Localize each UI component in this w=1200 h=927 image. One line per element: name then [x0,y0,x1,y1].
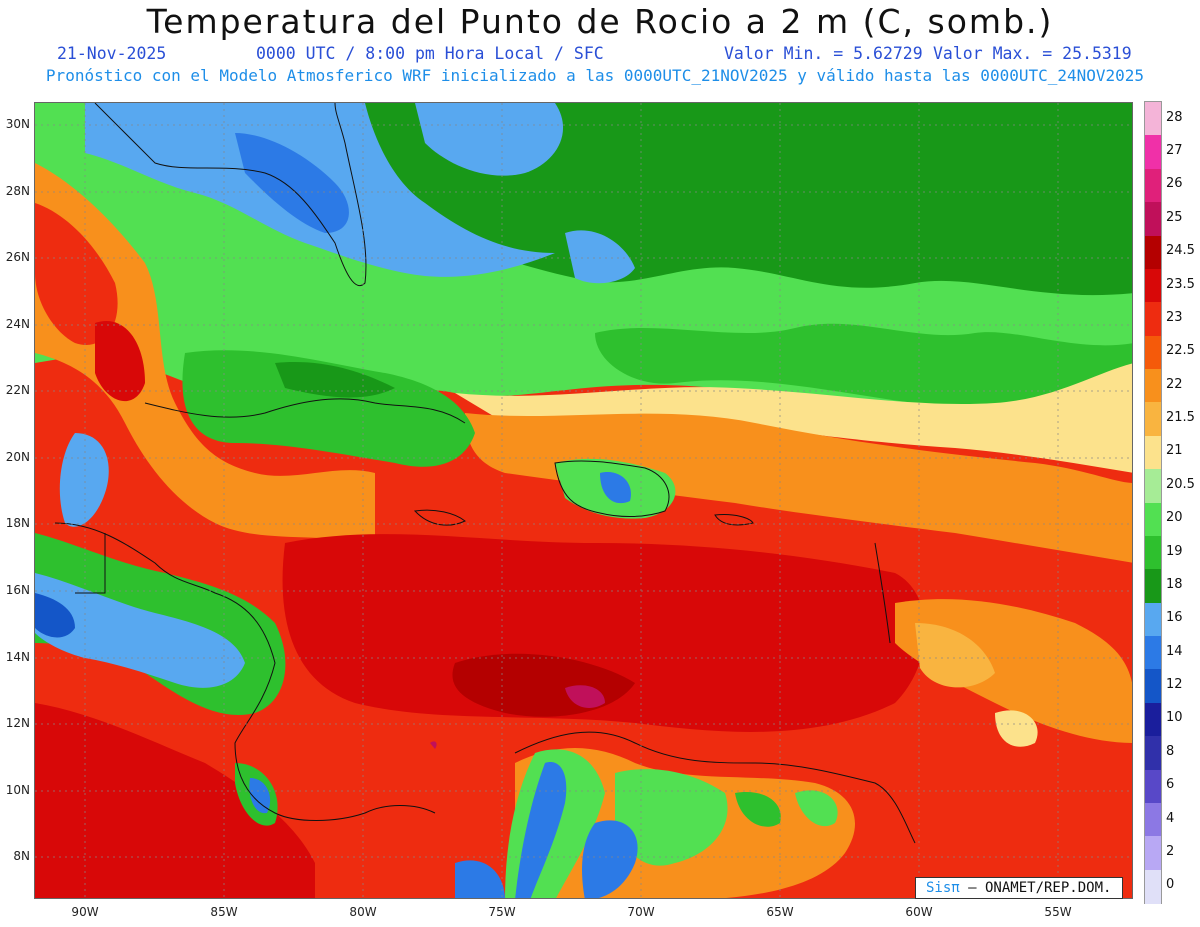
color-scale-swatch [1145,369,1161,403]
color-scale-label: 26 [1166,176,1183,192]
color-scale-label: 0 [1166,877,1175,893]
forecast-time: 0000 UTC / 8:00 pm Hora Local / SFC [256,44,604,63]
lat-label-24n: 24N [5,317,30,331]
lat-label-16n: 16N [5,583,30,597]
color-scale-swatch [1145,802,1161,837]
color-scale-label: 12 [1166,677,1183,693]
lat-label-26n: 26N [5,250,30,264]
color-scale-bar [1144,101,1162,904]
dewpoint-map [34,102,1133,899]
color-scale-swatch [1145,302,1161,337]
lon-label-75w: 75W [488,905,516,919]
color-scale-swatch [1145,168,1161,203]
credit-org: – ONAMET/REP.DOM. [959,880,1112,896]
lat-label-10n: 10N [5,783,30,797]
color-scale-swatch [1145,235,1161,270]
credit-box: Sisπ – ONAMET/REP.DOM. [915,877,1123,899]
color-scale-label: 4 [1166,810,1175,826]
lat-label-8n: 8N [13,849,30,863]
color-scale-label: 23.5 [1166,276,1195,292]
color-scale-label: 21 [1166,443,1183,459]
lon-label-65w: 65W [766,905,794,919]
color-scale-label: 8 [1166,743,1175,759]
color-scale-swatch [1145,535,1161,570]
color-scale-swatch [1145,636,1161,670]
color-scale-label: 14 [1166,643,1183,659]
sispi-logo: Sisπ [926,880,960,896]
lat-label-20n: 20N [5,450,30,464]
color-scale-swatch [1145,669,1161,704]
color-scale-label: 20 [1166,510,1183,526]
color-scale-label: 21.5 [1166,410,1195,426]
color-scale-label: 10 [1166,710,1183,726]
color-scale-swatch [1145,402,1161,437]
color-scale-swatch [1145,469,1161,503]
color-scale-label: 24.5 [1166,243,1195,259]
color-scale-swatch [1145,335,1161,370]
lat-label-30n: 30N [5,117,30,131]
color-scale-label: 27 [1166,143,1183,159]
color-scale-swatch [1145,502,1161,537]
min-value: Valor Min. = 5.62729 [724,44,923,63]
color-scale-label: 16 [1166,610,1183,626]
color-scale-label: 28 [1166,109,1183,125]
lon-label-60w: 60W [905,905,933,919]
color-scale-swatch [1145,602,1161,637]
max-value: Valor Max. = 25.5319 [933,44,1132,63]
color-scale-label: 19 [1166,543,1183,559]
lon-label-55w: 55W [1044,905,1072,919]
color-scale-swatch [1145,736,1161,770]
color-scale-label: 22.5 [1166,343,1195,359]
color-scale-label: 22 [1166,376,1183,392]
forecast-date: 21-Nov-2025 [57,44,167,63]
color-scale-label: 25 [1166,209,1183,225]
color-scale-swatch [1145,435,1161,470]
lat-label-22n: 22N [5,383,30,397]
color-scale-label: 23 [1166,309,1183,325]
color-scale-label: 2 [1166,843,1175,859]
color-scale-swatch [1145,836,1161,871]
map-title: Temperatura del Punto de Rocio a 2 m (C,… [146,2,1054,41]
lat-label-28n: 28N [5,184,30,198]
lon-label-85w: 85W [210,905,238,919]
color-scale-swatch [1145,135,1161,170]
color-scale-swatch [1145,869,1161,904]
color-scale-swatch [1145,268,1161,303]
color-scale-label: 20.5 [1166,476,1195,492]
lon-label-90w: 90W [71,905,99,919]
color-scale-swatch [1145,769,1161,804]
lon-label-70w: 70W [627,905,655,919]
color-scale-label: 6 [1166,777,1175,793]
color-scale-label: 18 [1166,576,1183,592]
lon-label-80w: 80W [349,905,377,919]
lat-label-14n: 14N [5,650,30,664]
lat-label-18n: 18N [5,516,30,530]
color-scale-swatch [1145,569,1161,604]
color-scale-swatch [1145,702,1161,737]
model-note: Pronóstico con el Modelo Atmosferico WRF… [45,66,1145,85]
color-scale-swatch [1145,102,1161,136]
color-scale-swatch [1145,202,1161,236]
lat-label-12n: 12N [5,716,30,730]
